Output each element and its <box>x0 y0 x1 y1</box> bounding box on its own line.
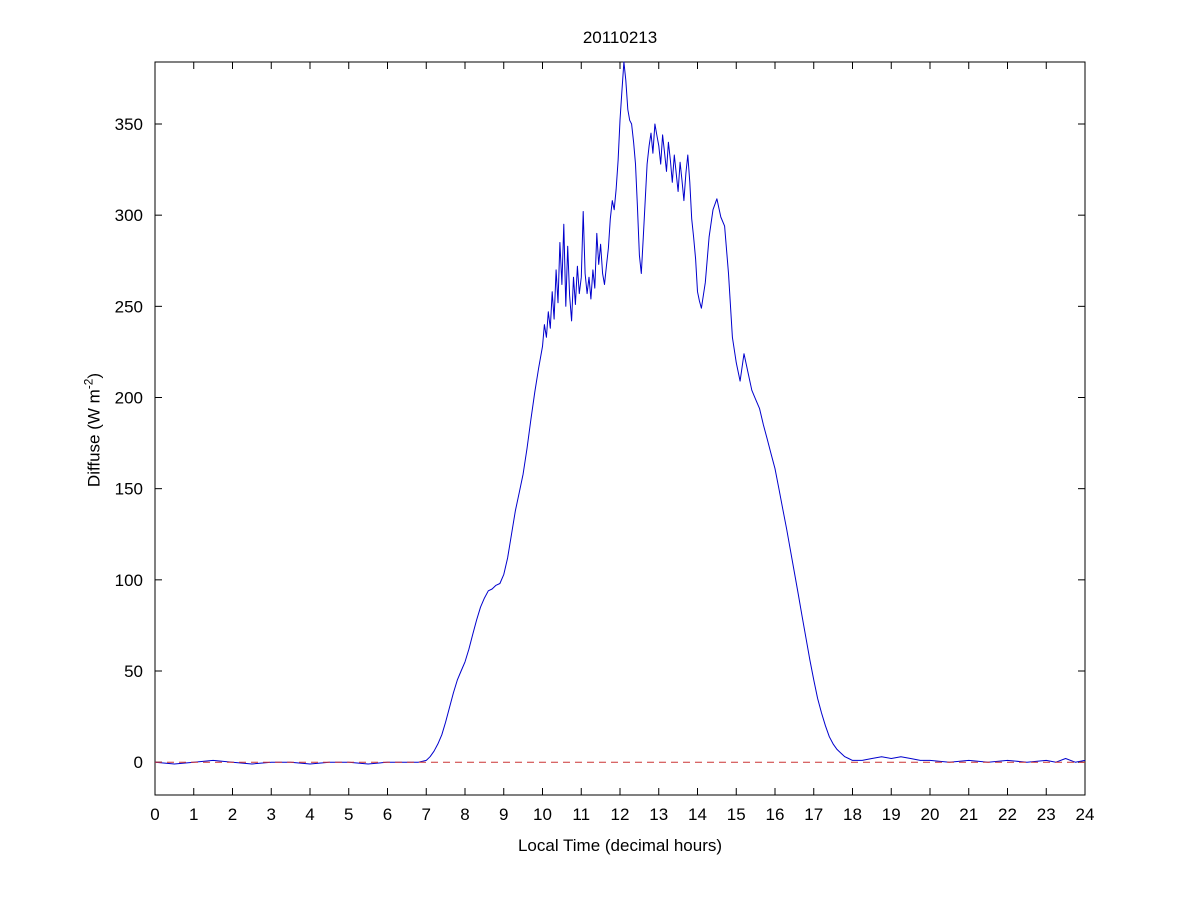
y-axis-label-superscript: -2 <box>81 378 96 390</box>
x-tick-label: 24 <box>1076 805 1095 824</box>
x-tick-label: 18 <box>843 805 862 824</box>
x-tick-label: 10 <box>533 805 552 824</box>
x-tick-label: 21 <box>959 805 978 824</box>
x-tick-label: 11 <box>572 805 590 824</box>
y-axis-label-suffix: ) <box>84 372 104 379</box>
y-axis-label: Diffuse (W m-2) <box>82 373 105 487</box>
x-tick-label: 19 <box>882 805 901 824</box>
x-tick-label: 14 <box>688 805 707 824</box>
x-tick-label: 2 <box>228 805 237 824</box>
x-tick-label: 4 <box>305 805 314 824</box>
axes-box <box>154 61 1086 796</box>
y-tick-label: 100 <box>115 571 143 590</box>
x-tick-label: 3 <box>267 805 276 824</box>
x-tick-label: 1 <box>189 805 198 824</box>
series-diffuse <box>154 61 1086 765</box>
x-tick-label: 16 <box>766 805 785 824</box>
x-tick-label: 6 <box>383 805 392 824</box>
x-tick-label: 23 <box>1037 805 1056 824</box>
x-tick-label: 12 <box>611 805 630 824</box>
y-tick-label: 50 <box>124 662 143 681</box>
x-tick-label: 13 <box>649 805 668 824</box>
y-tick-label: 250 <box>115 297 143 316</box>
x-tick-label: 20 <box>921 805 940 824</box>
y-tick-label: 300 <box>115 206 143 225</box>
y-tick-label: 200 <box>115 389 143 408</box>
x-tick-label: 22 <box>998 805 1017 824</box>
x-tick-label: 7 <box>422 805 431 824</box>
x-tick-label: 17 <box>804 805 823 824</box>
x-tick-label: 15 <box>727 805 746 824</box>
y-tick-label: 150 <box>115 480 143 499</box>
y-tick-label: 0 <box>134 753 143 772</box>
x-tick-label: 9 <box>499 805 508 824</box>
x-axis-label: Local Time (decimal hours) <box>517 836 723 855</box>
y-axis-label-prefix: Diffuse (W m <box>84 389 104 488</box>
chart-title: 20110213 <box>582 28 658 47</box>
x-tick-label: 5 <box>344 805 353 824</box>
x-tick-label: 8 <box>460 805 469 824</box>
x-tick-label: 0 <box>150 805 159 824</box>
y-tick-label: 350 <box>115 115 143 134</box>
